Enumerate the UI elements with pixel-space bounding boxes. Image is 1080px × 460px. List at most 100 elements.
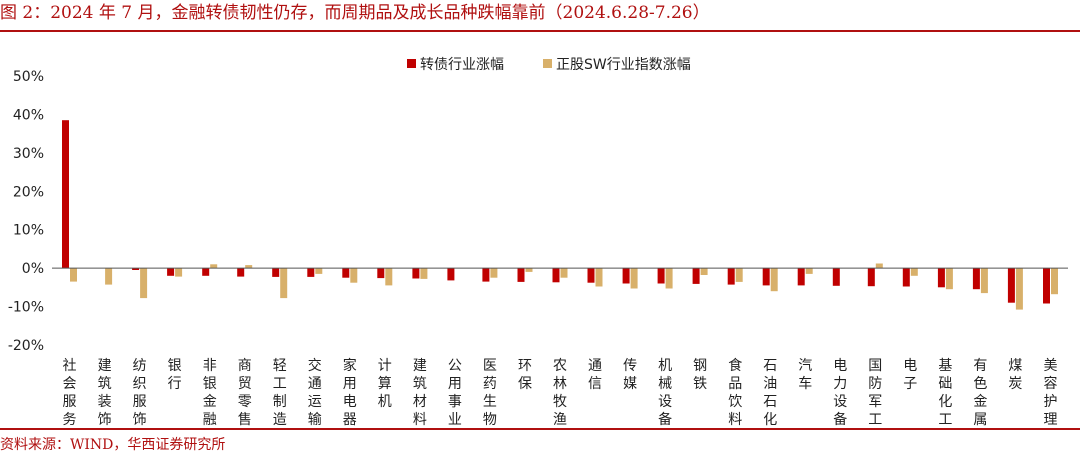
bars [62, 120, 1058, 310]
bar-stock-index [420, 268, 428, 279]
x-category-label: 非银金融 [203, 358, 217, 428]
y-tick-label: -10% [8, 300, 44, 316]
bar-convertible [447, 268, 455, 281]
bar-convertible [1007, 268, 1015, 303]
bar-stock-index [945, 268, 953, 290]
bar-convertible [902, 268, 910, 287]
bar-convertible [692, 268, 700, 284]
x-category-label: 煤炭 [1008, 358, 1022, 392]
x-category-label: 有色金属 [973, 358, 987, 428]
bar-convertible [342, 268, 350, 278]
bar-stock-index [1015, 268, 1023, 310]
bar-convertible [132, 268, 140, 270]
bar-convertible [237, 268, 245, 277]
legend: 转债行业涨幅 正股SW行业指数涨幅 [407, 57, 691, 73]
x-category-label: 公用事业 [448, 358, 462, 428]
y-tick-label: -20% [8, 338, 44, 354]
x-category-label: 汽车 [798, 358, 812, 392]
x-category-label: 纺织服饰 [133, 358, 147, 428]
bar-convertible [727, 268, 735, 285]
bar-convertible [937, 268, 945, 288]
x-category-label: 美容护理 [1044, 358, 1058, 428]
y-tick-label: 10% [13, 223, 44, 239]
bar-stock-index [490, 268, 498, 278]
bar-stock-index [665, 268, 673, 289]
bar-stock-index [525, 268, 533, 272]
bar-stock-index [315, 268, 323, 274]
x-category-label: 建筑材料 [413, 358, 427, 428]
bar-convertible [412, 268, 420, 279]
y-tick-label: 40% [13, 107, 44, 123]
x-category-label: 国防军工 [868, 358, 882, 428]
bar-chart: 转债行业涨幅 正股SW行业指数涨幅 50% 40% 30% 20% 10% 0% -10% -… [8, 57, 1068, 428]
bar-stock-index [105, 268, 113, 285]
x-category-label: 机械设备 [658, 358, 672, 428]
bar-convertible [377, 268, 385, 279]
bar-stock-index [805, 268, 813, 274]
bar-stock-index [770, 268, 778, 292]
bar-stock-index [385, 268, 393, 286]
bar-convertible [867, 268, 875, 287]
bar-stock-index [245, 265, 253, 269]
bar-stock-index [70, 268, 77, 282]
bar-stock-index [175, 268, 183, 277]
x-category-label: 环保 [518, 358, 532, 392]
bar-stock-index [595, 268, 603, 287]
bar-convertible [762, 268, 770, 286]
y-tick-label: 20% [13, 184, 44, 200]
bar-stock-index [735, 268, 743, 282]
y-tick-label: 50% [13, 69, 44, 85]
bar-convertible [167, 268, 175, 276]
bar-stock-index [350, 268, 358, 283]
x-category-label: 钢铁 [693, 358, 707, 392]
bar-convertible [972, 268, 980, 290]
x-category-label: 电子 [903, 358, 917, 392]
x-category-label: 银行 [168, 358, 182, 392]
legend-swatch-stock-index [543, 59, 552, 68]
x-category-label: 石油石化 [763, 358, 777, 428]
bar-stock-index [1051, 268, 1058, 295]
bar-convertible [1043, 268, 1050, 304]
bar-convertible [307, 268, 315, 277]
x-category-label: 通信 [588, 358, 602, 392]
x-category-label: 电力设备 [833, 358, 847, 428]
source-note: 资料来源：WIND，华西证券研究所 [0, 437, 226, 453]
x-category-label: 商贸零售 [238, 358, 252, 428]
x-category-label: 基础化工 [938, 357, 952, 428]
bar-convertible [517, 268, 525, 282]
x-category-label: 医药生物 [483, 358, 497, 428]
bar-convertible [587, 268, 595, 283]
x-category-label: 计算机 [378, 358, 392, 410]
figure-title: 图 2：2024 年 7 月，金融转债韧性仍存，而周期品及成长品种跌幅靠前（20… [0, 3, 710, 23]
bar-stock-index [875, 263, 883, 269]
x-category-label: 农林牧渔 [553, 358, 567, 428]
x-category-label: 食品饮料 [728, 357, 742, 428]
x-category-label: 交通运输 [308, 357, 322, 428]
bar-stock-index [140, 268, 148, 299]
bar-convertible [797, 268, 805, 286]
x-axis: 社会服务 建筑装饰 纺织服饰 银行 非银金融 商贸零售 轻工制造 交通运输 家用电器 计算机 建筑材… [63, 357, 1058, 428]
bar-stock-index [280, 268, 288, 299]
bar-convertible [272, 268, 280, 277]
bar-convertible [202, 268, 210, 276]
x-category-label: 建筑装饰 [98, 358, 112, 428]
bar-stock-index [560, 268, 568, 278]
legend-swatch-convertible [407, 59, 416, 68]
x-category-label: 轻工制造 [273, 358, 287, 428]
source-divider [0, 428, 1080, 430]
bar-stock-index [910, 268, 918, 276]
bar-stock-index [630, 268, 638, 289]
legend-label-convertible: 转债行业涨幅 [420, 57, 504, 73]
x-category-label: 传媒 [623, 358, 637, 392]
bar-stock-index [980, 268, 988, 294]
bar-convertible [657, 268, 665, 284]
y-axis: 50% 40% 30% 20% 10% 0% -10% -20% [8, 69, 44, 354]
bar-convertible [552, 268, 560, 283]
legend-label-stock-index: 正股SW行业指数涨幅 [556, 57, 691, 73]
x-category-label: 家用电器 [343, 357, 357, 428]
bar-convertible [482, 268, 490, 282]
bar-convertible [62, 120, 69, 269]
x-category-label: 社会服务 [63, 358, 77, 428]
title-divider [0, 30, 1080, 32]
bar-stock-index [700, 268, 708, 275]
